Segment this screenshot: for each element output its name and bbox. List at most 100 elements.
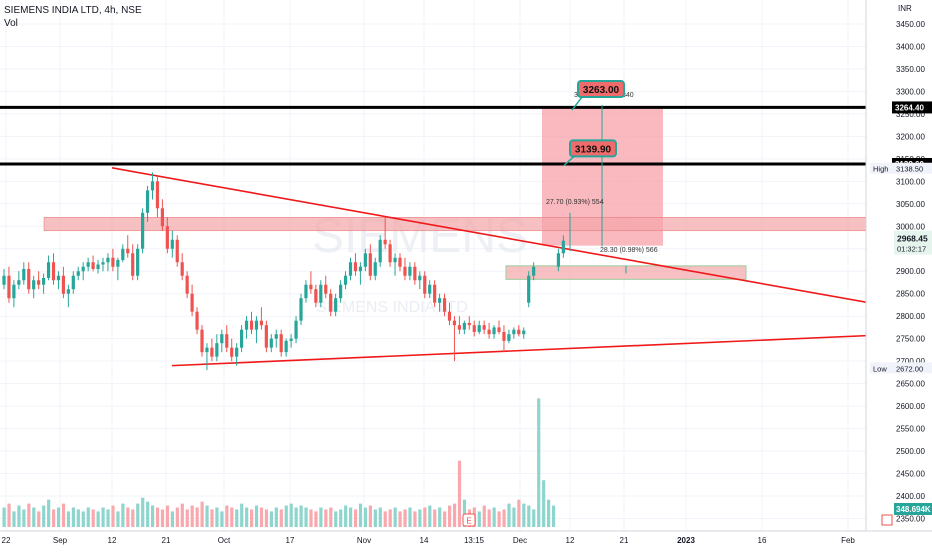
candle-body <box>398 257 402 267</box>
volume-bar <box>91 509 95 527</box>
last-price-value: 2968.45 <box>897 234 928 244</box>
volume-bar <box>274 507 278 527</box>
volume-bar <box>517 499 521 527</box>
volume-bar <box>537 398 541 527</box>
price-callout[interactable]: 3263.00 <box>577 80 625 99</box>
volume-bar <box>116 511 120 527</box>
candle-body <box>319 284 323 303</box>
descending-trendline[interactable] <box>111 167 932 315</box>
y-tick-label: 3200.00 <box>896 132 925 141</box>
candle-body <box>403 266 407 276</box>
volume-bar <box>61 503 66 527</box>
high-value: 3138.50 <box>896 165 923 174</box>
candle-body <box>383 239 387 245</box>
volume-bar <box>175 507 179 527</box>
volume-bar <box>155 507 160 527</box>
volume-bar <box>141 497 145 527</box>
candle-body <box>274 334 278 339</box>
volume-bar <box>383 511 387 527</box>
y-tick-label: 3050.00 <box>896 200 925 209</box>
volume-bar <box>269 511 273 527</box>
candle-body <box>150 181 155 191</box>
volume-indicator-label: Vol <box>4 18 18 29</box>
candle-body <box>339 284 343 299</box>
candle-body <box>269 338 273 348</box>
candle-body <box>91 262 95 269</box>
volume-bar <box>547 499 551 527</box>
volume-bar <box>408 507 412 527</box>
y-tick-label: 2900.00 <box>896 267 925 276</box>
volume-bar <box>81 511 85 527</box>
x-tick-label: 14 <box>420 536 429 545</box>
candle-body <box>131 253 135 276</box>
volume-bar <box>502 509 506 527</box>
candle-body <box>289 338 293 341</box>
ascending-trendline[interactable] <box>171 332 932 367</box>
volume-bar <box>319 507 323 527</box>
volume-bar <box>259 507 264 527</box>
volume-bar <box>71 507 75 527</box>
candle-body <box>215 343 219 357</box>
volume-bar <box>245 507 249 527</box>
axis-event-icon[interactable] <box>881 514 893 526</box>
candle-body <box>195 311 199 330</box>
candle-body <box>22 268 26 281</box>
countdown-timer: 01:32:17 <box>897 245 926 254</box>
candle-body <box>304 284 308 299</box>
volume-bar <box>527 505 531 527</box>
x-tick-label: Feb <box>841 536 855 545</box>
volume-bar <box>373 509 377 527</box>
volume-bar <box>126 507 130 527</box>
y-tick-label: 2350.00 <box>896 514 925 523</box>
measure-label: 340 <box>622 92 634 99</box>
candle-body <box>502 331 506 341</box>
candle-body <box>185 275 189 294</box>
candle-body <box>368 253 372 276</box>
high-label: High <box>873 165 888 174</box>
candle-body <box>86 262 90 267</box>
volume-bar <box>378 507 382 527</box>
x-tick-label: 12 <box>566 536 575 545</box>
volume-bar <box>497 511 501 527</box>
volume-bar <box>353 509 358 527</box>
candle-body <box>284 340 288 353</box>
callout-text: 3263.00 <box>583 85 620 96</box>
callout-box <box>569 139 617 158</box>
volume-bar <box>452 503 457 527</box>
price-callout[interactable]: 3139.90 <box>569 139 617 158</box>
volume-bar <box>443 511 447 527</box>
volume-bar <box>363 507 368 527</box>
y-tick-label: 2800.00 <box>896 312 925 321</box>
y-tick-label: 2750.00 <box>896 335 925 344</box>
x-tick-label: Oct <box>218 536 231 545</box>
x-tick-label: 21 <box>620 536 629 545</box>
volume-bar <box>418 509 422 527</box>
candle-body <box>170 239 174 249</box>
candle-body <box>32 280 36 290</box>
candle-body <box>507 334 511 341</box>
volume-bar <box>42 505 46 527</box>
volume-bar <box>101 507 105 527</box>
candle-body <box>136 248 140 276</box>
volume-bar <box>86 507 90 527</box>
candle-body <box>452 320 457 326</box>
candle-body <box>42 277 46 285</box>
volume-bar <box>299 505 303 527</box>
volume-bar <box>27 503 31 527</box>
last-price-badge-bg <box>894 230 932 255</box>
y-tick-label: 3350.00 <box>896 65 925 74</box>
candle-body <box>423 275 427 294</box>
candle-body <box>244 320 249 330</box>
volume-bar <box>136 503 140 527</box>
volume-bar <box>220 511 224 527</box>
volume-bar <box>205 505 209 527</box>
candle-body <box>66 289 70 294</box>
earnings-marker[interactable] <box>462 513 476 527</box>
candle-body <box>413 266 417 281</box>
volume-bar <box>225 505 229 527</box>
candle-body <box>527 275 531 303</box>
volume-bar <box>66 511 71 527</box>
candle-body <box>497 327 501 332</box>
candle-body <box>457 325 461 330</box>
